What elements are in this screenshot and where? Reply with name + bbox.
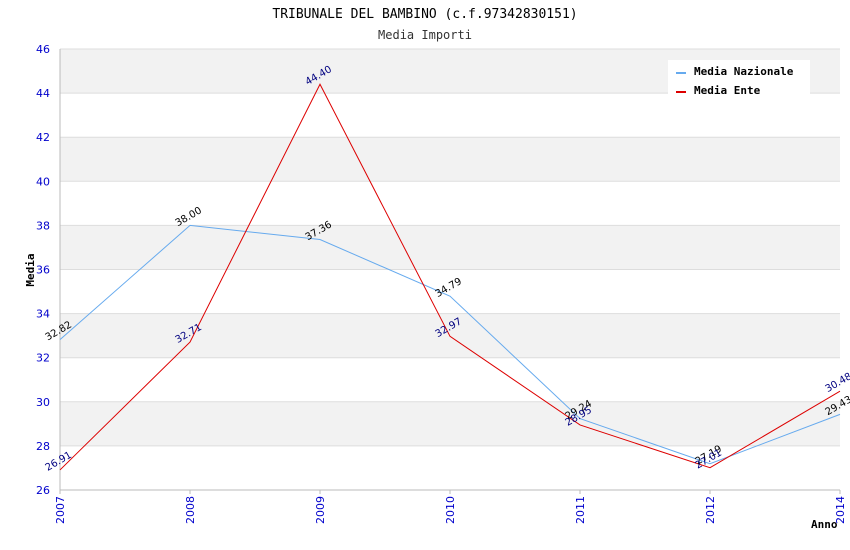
- x-tick-label: 2011: [574, 496, 587, 524]
- chart-title: TRIBUNALE DEL BAMBINO (c.f.97342830151): [272, 7, 577, 22]
- grid-lines: [60, 48, 840, 491]
- grid-band: [60, 225, 840, 270]
- legend-label: Media Ente: [694, 84, 761, 97]
- grid-bands: [60, 49, 840, 446]
- legend-label: Media Nazionale: [694, 65, 794, 78]
- legend-box: [668, 60, 810, 98]
- x-tick-label: 2010: [444, 496, 457, 524]
- y-tick-label: 28: [36, 440, 50, 453]
- y-tick-label: 34: [36, 308, 50, 321]
- x-tick-label: 2008: [184, 496, 197, 524]
- y-axis-ticks: 26 28 30 32 34 36 38 40 42 44 46: [36, 43, 50, 497]
- x-tick-label: 2012: [704, 496, 717, 524]
- chart-subtitle: Media Importi: [378, 28, 472, 42]
- x-tick-label: 2009: [314, 496, 327, 524]
- x-axis-label: Anno: [811, 518, 838, 531]
- y-tick-label: 30: [36, 396, 50, 409]
- legend: Media Nazionale Media Ente: [668, 60, 810, 98]
- data-label: 34.79: [434, 276, 464, 300]
- grid-band: [60, 401, 840, 446]
- x-tick-label: 2014: [834, 496, 847, 524]
- grid-band: [60, 137, 840, 182]
- data-label: 26.91: [44, 450, 74, 474]
- series-line: [59, 224, 841, 465]
- y-tick-label: 46: [36, 43, 50, 56]
- series-lines: [59, 83, 841, 471]
- y-tick-label: 44: [36, 87, 50, 100]
- y-tick-label: 38: [36, 219, 50, 232]
- y-tick-label: 32: [36, 352, 50, 365]
- series-line: [59, 83, 841, 471]
- x-axis-ticks: 2007 2008 2009 2010 2011 2012 2014: [54, 490, 847, 524]
- y-axis-label: Media: [24, 253, 37, 286]
- y-tick-label: 36: [36, 264, 50, 277]
- y-tick-label: 26: [36, 484, 50, 497]
- x-tick-label: 2007: [54, 496, 67, 524]
- y-tick-label: 40: [36, 175, 50, 188]
- data-label: 30.48: [824, 371, 850, 395]
- y-tick-label: 42: [36, 131, 50, 144]
